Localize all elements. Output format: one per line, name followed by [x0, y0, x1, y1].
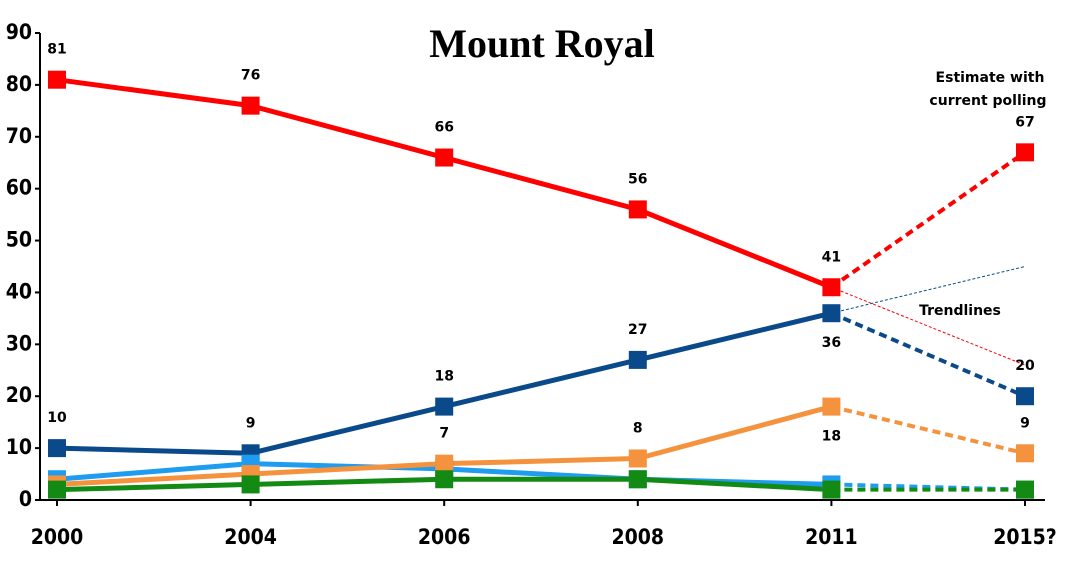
y-tick-label: 60 [6, 176, 32, 200]
y-tick-label: 70 [6, 124, 32, 148]
marker [48, 480, 66, 499]
x-tick-label: 2000 [31, 525, 84, 549]
trendline-label: Trendlines [919, 303, 1001, 319]
y-tick-label: 30 [6, 331, 32, 355]
data-label: 81 [47, 42, 66, 58]
x-tick-label: 2006 [418, 525, 471, 549]
marker [48, 70, 66, 89]
data-label: 18 [434, 369, 453, 385]
data-label: 10 [47, 410, 67, 426]
marker [822, 278, 841, 297]
annotation: current polling [929, 93, 1046, 109]
y-tick-label: 80 [6, 72, 32, 96]
y-tick-label: 50 [6, 228, 32, 252]
marker [1016, 480, 1034, 499]
marker [822, 397, 841, 416]
chart-title: Mount Royal [429, 21, 655, 66]
marker [628, 449, 647, 468]
y-tick-label: 20 [6, 383, 32, 407]
x-tick-label: 2015? [993, 525, 1057, 549]
data-label: 67 [1015, 114, 1034, 130]
marker [241, 475, 260, 494]
marker [628, 200, 647, 219]
estimate-line [830, 404, 1026, 456]
marker [435, 397, 454, 416]
estimate-line [830, 311, 1026, 399]
data-label: 20 [1015, 358, 1035, 374]
data-label: 41 [822, 249, 841, 265]
data-label: 56 [628, 171, 647, 187]
data-label: 9 [246, 415, 256, 431]
marker [1016, 387, 1034, 406]
y-tick-label: 0 [19, 487, 32, 511]
marker [822, 304, 841, 323]
estimate-line [830, 150, 1027, 289]
marker [435, 454, 454, 473]
marker [1016, 143, 1034, 162]
marker [822, 480, 841, 499]
data-label: 36 [822, 335, 841, 351]
data-label: 7 [439, 426, 449, 442]
marker [1016, 444, 1034, 463]
x-tick-label: 2004 [224, 525, 277, 549]
marker [48, 439, 66, 458]
y-tick-label: 90 [6, 20, 32, 44]
data-label: 66 [434, 120, 453, 136]
data-label: 8 [633, 420, 643, 436]
y-tick-label: 10 [6, 435, 32, 459]
marker [241, 96, 260, 115]
y-tick-label: 40 [6, 279, 32, 303]
series-line [56, 77, 833, 290]
x-tick-label: 2011 [805, 525, 858, 549]
marker [628, 350, 647, 369]
data-label: 9 [1020, 415, 1030, 431]
data-label: 18 [822, 429, 841, 445]
data-label: 27 [628, 322, 647, 338]
marker [628, 470, 647, 489]
data-label: 76 [241, 68, 260, 84]
marker [435, 470, 454, 489]
annotation: Estimate with [936, 70, 1045, 86]
x-tick-label: 2008 [612, 525, 665, 549]
marker [435, 148, 454, 167]
trendline [831, 266, 1026, 314]
